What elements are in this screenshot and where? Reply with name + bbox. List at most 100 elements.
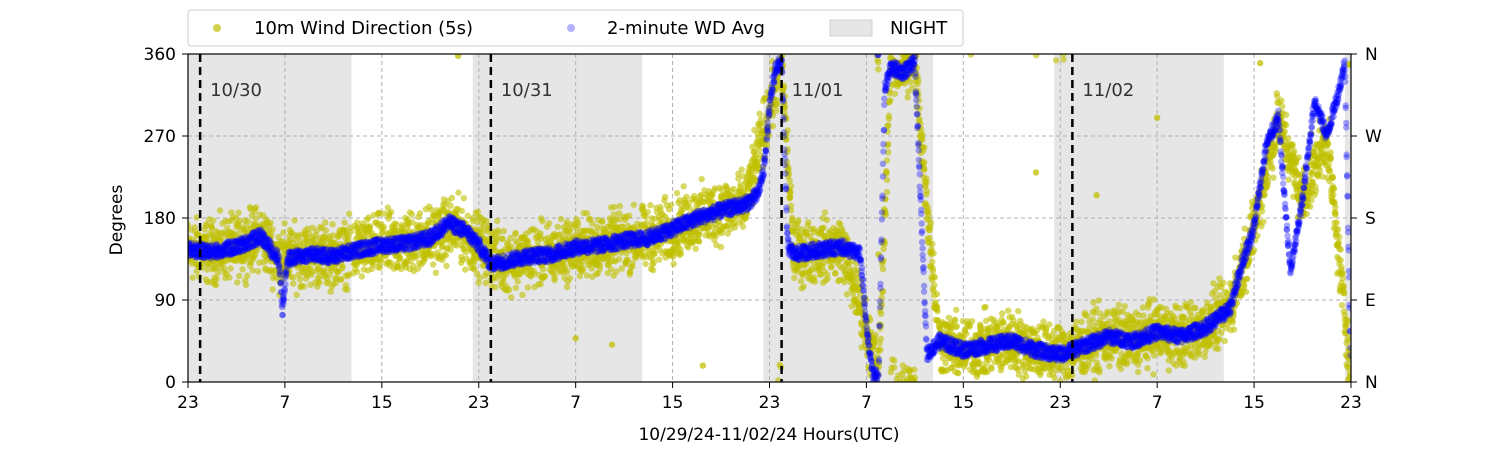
point-5s (630, 201, 637, 208)
point-5s (1000, 319, 1007, 326)
point-5s (921, 144, 928, 151)
point-5s (927, 219, 935, 226)
point-5s (655, 256, 663, 263)
point-5s (442, 252, 450, 259)
point-5s (642, 260, 649, 268)
point-5s (1187, 299, 1195, 306)
point-5s (887, 97, 894, 104)
point-5s (563, 283, 571, 291)
point-5s (1215, 335, 1223, 343)
point-5s (376, 264, 384, 271)
point-5s (530, 270, 537, 277)
point-5s (304, 225, 312, 232)
point-5s (267, 219, 274, 226)
point-5s (650, 259, 657, 266)
point-5s (554, 223, 561, 230)
point-5s (923, 188, 931, 195)
point-5s (1220, 279, 1227, 286)
point-5s (1040, 318, 1047, 325)
point-5s (388, 208, 395, 216)
point-5s (322, 227, 330, 234)
point-5s (478, 229, 485, 236)
point-5s (805, 219, 812, 226)
point-5s (931, 281, 938, 289)
point-5s (1285, 176, 1292, 183)
point-5s (667, 201, 675, 209)
point-5s (773, 107, 780, 114)
point-5s (313, 227, 320, 235)
point-5s (296, 276, 304, 283)
point-5s (1244, 275, 1251, 283)
point-5s (539, 218, 546, 225)
point-5s (244, 272, 251, 279)
point-5s (1096, 369, 1103, 376)
point-5s (1093, 352, 1100, 359)
point-5s (508, 243, 515, 250)
point-5s (611, 203, 618, 211)
point-5s (396, 255, 404, 262)
point-5s (193, 268, 200, 275)
point-5s (408, 211, 416, 218)
point-5s (244, 218, 252, 225)
point-5s (800, 283, 807, 290)
point-5s (885, 122, 892, 129)
point-5s (891, 364, 898, 371)
point-5s (460, 195, 467, 202)
point-5s (583, 210, 591, 217)
point-5s (227, 265, 234, 272)
point-5s (239, 266, 246, 273)
point-5s (695, 238, 703, 245)
point-5s (563, 268, 571, 275)
point-5s (228, 209, 235, 216)
point-5s (821, 209, 829, 216)
point-5s (216, 207, 224, 214)
point-5s (985, 356, 993, 363)
point-5s (1051, 374, 1058, 381)
point-5s (613, 268, 620, 275)
point-5s (647, 202, 654, 209)
point-5s (1176, 305, 1184, 312)
point-5s (823, 216, 831, 224)
point-5s (268, 231, 275, 238)
point-5s (969, 318, 976, 325)
point-5s (1165, 367, 1173, 374)
point-5s (1078, 318, 1085, 325)
point-5s (207, 243, 214, 250)
point-5s (786, 177, 793, 184)
point-5s (963, 330, 970, 337)
point-5s (982, 303, 989, 311)
point-5s (623, 256, 631, 263)
point-5s (537, 280, 544, 288)
point-5s (358, 273, 366, 280)
point-5s (756, 110, 763, 117)
point-5s (566, 227, 573, 234)
point-5s (512, 229, 519, 237)
point-5s (345, 233, 352, 240)
point-5s (931, 274, 939, 281)
point-5s (213, 275, 220, 283)
point-5s (354, 268, 361, 275)
point-5s (500, 227, 507, 235)
point-5s (1270, 174, 1277, 181)
point-5s (1214, 345, 1222, 352)
point-5s (1089, 316, 1097, 323)
point-5s (933, 290, 941, 298)
point-5s (200, 256, 207, 264)
point-5s (566, 275, 573, 282)
point-5s (755, 146, 763, 154)
point-5s (236, 217, 243, 225)
point-5s (1115, 301, 1123, 308)
point-5s (1106, 362, 1113, 370)
point-5s (447, 202, 454, 209)
point-5s (1144, 365, 1151, 372)
point-5s (739, 223, 747, 230)
point-5s (583, 272, 591, 279)
point-5s (953, 323, 961, 330)
point-5s (1150, 371, 1157, 378)
point-5s (929, 265, 937, 272)
point-5s (204, 266, 211, 273)
point-5s (1084, 312, 1091, 320)
point-5s (249, 267, 256, 274)
